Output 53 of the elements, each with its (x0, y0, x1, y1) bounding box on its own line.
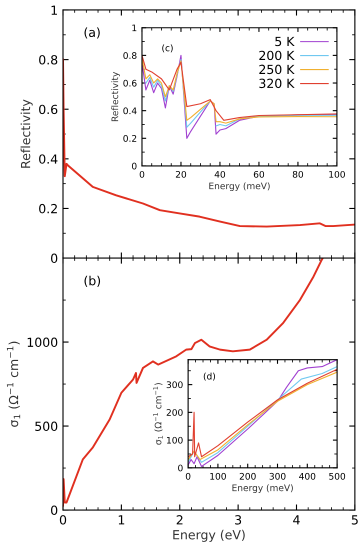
y-tick-label: 0 (178, 464, 183, 472)
x-axis-title: Energy (eV) (173, 530, 245, 542)
y-tick-label: 0.4 (39, 154, 58, 164)
x-tick-label: 0 (60, 515, 66, 525)
x-tick-label: 300 (270, 472, 286, 480)
x-tick-label: 200 (240, 472, 256, 480)
x-tick-label: 0 (186, 472, 190, 480)
y-tick-label: 0 (51, 254, 58, 263)
x-tick-label: 20 (176, 170, 186, 178)
y-axis-title: σ$_{1}$ (Ω$^{−1}$ cm$^{−1}$) (153, 383, 163, 445)
x-tick-label: 2 (176, 515, 182, 524)
line-series (63, 58, 355, 228)
legend-label: 200 K (259, 50, 295, 60)
annotation: (d) (204, 372, 216, 381)
y-tick-label: 0.6 (39, 104, 58, 114)
x-tick-label: 4 (293, 515, 300, 524)
y-tick-label: 0 (132, 162, 137, 170)
x-axis-title: Energy (meV) (209, 182, 270, 192)
y-axis-title: Reflectivity (111, 72, 120, 122)
y-axis-title: Reflectivity (20, 100, 33, 168)
x-tick-label: 80 (292, 170, 304, 178)
y-tick-label: 0.2 (123, 135, 136, 142)
x-tick-label: 5 (352, 515, 358, 525)
annotation: (a) (84, 27, 100, 38)
legend-label: 5 K (275, 36, 295, 46)
x-tick-label: 100 (329, 170, 345, 178)
y-tick-label: 100 (167, 436, 183, 444)
y-tick-label: 1 (132, 24, 136, 32)
legend-label: 250 K (259, 64, 295, 74)
y-tick-label: 0.4 (123, 107, 137, 114)
y-tick-label: 200 (166, 409, 183, 416)
y-tick-label: 0.6 (123, 80, 137, 87)
x-tick-label: 60 (254, 170, 264, 178)
annotation: (b) (84, 276, 100, 287)
y-tick-label: 0.2 (39, 204, 57, 214)
y-axis-title: σ$_{1}$ (Ω$^{−1}$ cm$^{−1}$) (6, 342, 20, 427)
y-tick-label: 1 (52, 6, 57, 15)
y-tick-label: 0.8 (39, 55, 58, 65)
y-tick-label: 1000 (28, 338, 58, 347)
x-tick-label: 500 (329, 472, 346, 480)
y-tick-label: 0 (51, 506, 58, 515)
x-tick-label: 3 (235, 515, 242, 525)
y-tick-label: 300 (166, 381, 183, 388)
annotation: (c) (162, 44, 173, 52)
y-tick-label: 0.8 (123, 52, 137, 59)
legend-label: 320 K (259, 78, 295, 88)
x-tick-label: 0 (140, 170, 144, 178)
x-tick-label: 40 (214, 170, 226, 178)
x-tick-label: 100 (210, 472, 226, 480)
line-series (63, 258, 324, 507)
x-axis-title: Energy (meV) (232, 484, 293, 493)
x-tick-label: 400 (299, 472, 316, 480)
y-tick-label: 500 (35, 422, 58, 431)
